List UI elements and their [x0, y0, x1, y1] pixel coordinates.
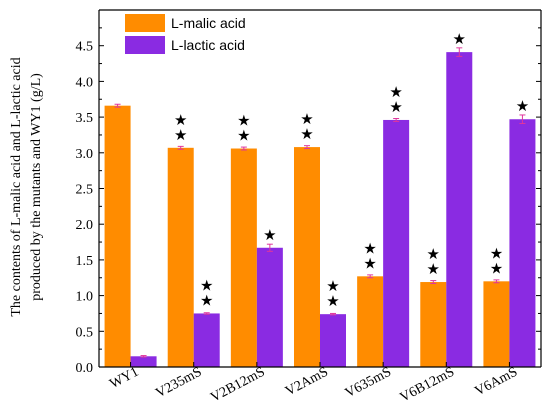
significance-star-l-lactic-acid-v2ams-2: ★: [326, 292, 339, 310]
x-tick-label-v6b12ms: V6B12mS: [398, 365, 457, 406]
significance-star-l-lactic-acid-v2b12ms-1: ★: [263, 226, 276, 244]
significance-star-l-malic-acid-v635ms-2: ★: [363, 254, 376, 272]
significance-star-l-malic-acid-v2b12ms-2: ★: [237, 127, 250, 145]
legend-swatch-l-lactic-acid: [125, 36, 165, 54]
y-tick-label-0.0: 0.0: [76, 361, 94, 376]
y-tick-label-1.5: 1.5: [76, 254, 94, 269]
significance-star-l-malic-acid-v2b12ms-1: ★: [237, 112, 250, 130]
significance-star-l-lactic-acid-v6ams-1: ★: [516, 97, 529, 115]
bar-l-malic-acid-wy1: [104, 105, 131, 368]
bar-l-lactic-acid-v6b12ms: [446, 52, 473, 367]
significance-star-l-malic-acid-v235ms-2: ★: [174, 126, 187, 144]
bar-l-lactic-acid-wy1: [130, 356, 157, 367]
y-tick-label-4.5: 4.5: [76, 40, 94, 55]
x-tick-label-v6ams: V6AmS: [473, 365, 521, 400]
bar-l-malic-acid-v235ms: [167, 147, 194, 367]
significance-star-l-malic-acid-v6b12ms-2: ★: [427, 260, 440, 278]
bar-l-lactic-acid-v6ams: [509, 119, 536, 367]
x-tick-label-v2b12ms: V2B12mS: [208, 365, 267, 406]
y-tick-label-3.0: 3.0: [76, 147, 94, 162]
y-axis-title-line-2: produced by the mutants and WY1 (g/L): [29, 73, 44, 301]
significance-star-l-malic-acid-v6ams-2: ★: [490, 259, 503, 277]
significance-star-l-malic-acid-v2ams-1: ★: [300, 110, 313, 128]
bar-l-lactic-acid-v235ms: [193, 313, 220, 367]
bar-l-malic-acid-v2ams: [294, 147, 320, 367]
y-tick-label-1.0: 1.0: [76, 290, 94, 305]
bar-l-lactic-acid-v635ms: [383, 119, 410, 368]
bar-l-lactic-acid-v2ams: [320, 314, 346, 367]
significance-star-l-malic-acid-v6b12ms-1: ★: [427, 245, 440, 263]
significance-star-l-malic-acid-v2ams-2: ★: [300, 125, 313, 143]
y-tick-label-2.0: 2.0: [76, 218, 94, 233]
bar-l-lactic-acid-v2b12ms: [256, 247, 283, 367]
significance-star-l-lactic-acid-v635ms-2: ★: [389, 98, 402, 116]
bar-l-malic-acid-v2b12ms: [230, 148, 257, 367]
x-tick-label-v235ms: V235mS: [153, 365, 204, 402]
significance-star-l-lactic-acid-v235ms-2: ★: [200, 291, 213, 309]
x-tick-label-v2ams: V2AmS: [283, 365, 331, 400]
bar-l-malic-acid-v6b12ms: [420, 282, 447, 367]
legend: L-malic acid L-lactic acid: [125, 14, 246, 54]
y-tick-label-4.0: 4.0: [76, 75, 94, 90]
legend-label-l-lactic-acid: L-lactic acid: [171, 37, 245, 53]
y-tick-label-0.5: 0.5: [76, 325, 94, 340]
significance-star-l-lactic-acid-v635ms-1: ★: [389, 83, 402, 101]
significance-star-l-lactic-acid-v6b12ms-1: ★: [453, 30, 466, 48]
bar-l-malic-acid-v6ams: [483, 281, 510, 367]
significance-star-l-malic-acid-v235ms-1: ★: [174, 111, 187, 129]
y-axis-title-line-1: The contents of L-malic acid and L-lacti…: [9, 57, 24, 316]
significance-star-l-lactic-acid-v235ms-1: ★: [200, 276, 213, 294]
bar-l-malic-acid-v635ms: [357, 276, 384, 367]
y-tick-label-2.5: 2.5: [76, 183, 94, 198]
x-tick-label-wy1: WY1: [107, 365, 141, 392]
significance-star-l-malic-acid-v635ms-1: ★: [363, 239, 376, 257]
legend-label-l-malic-acid: L-malic acid: [171, 15, 246, 31]
legend-swatch-l-malic-acid: [125, 14, 165, 32]
x-tick-label-v635ms: V635mS: [343, 365, 394, 402]
significance-star-l-malic-acid-v6ams-1: ★: [490, 244, 503, 262]
plot-area: ★★★★★★★★★★★★★★★★★★★★★0.00.51.01.52.02.53…: [76, 9, 542, 406]
y-tick-label-3.5: 3.5: [76, 111, 94, 126]
significance-star-l-lactic-acid-v2ams-1: ★: [326, 277, 339, 295]
